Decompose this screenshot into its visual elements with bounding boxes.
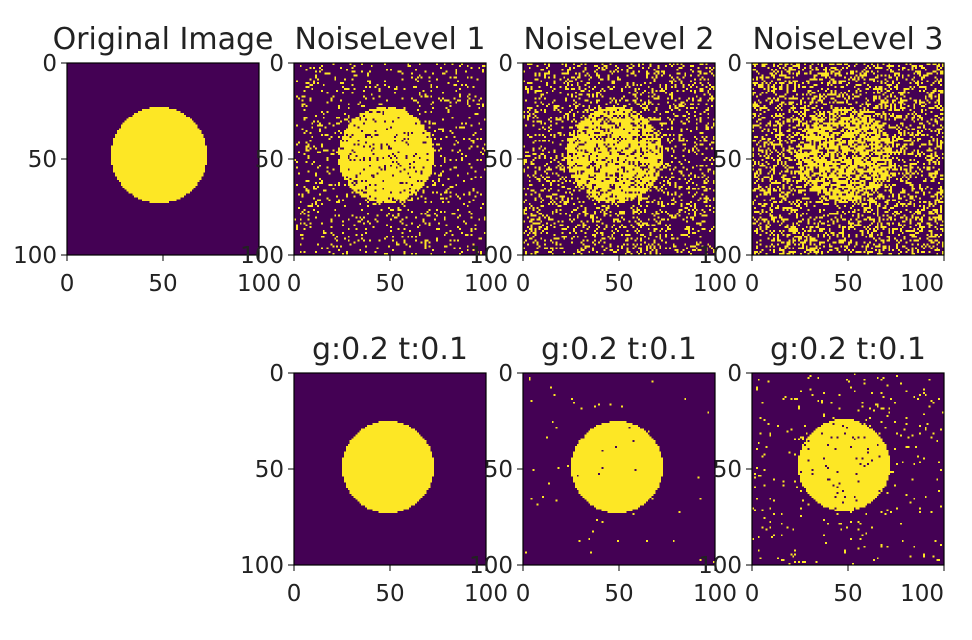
heatmap-image xyxy=(294,63,486,255)
heatmap-image xyxy=(752,63,944,255)
heatmap-image xyxy=(67,63,259,255)
x-tick-label-100: 100 xyxy=(464,271,508,297)
x-tick-label-50: 50 xyxy=(833,271,862,297)
y-tick-label-0: 0 xyxy=(727,51,742,77)
y-tick-label-100: 100 xyxy=(469,553,513,579)
y-tick-label-0: 0 xyxy=(269,361,284,387)
foreground-pixels xyxy=(524,376,715,564)
x-tick-label-50: 50 xyxy=(148,271,177,297)
panel-denoised-1: g:0.2 t:0.1 0 50 100 0 50 100 xyxy=(240,332,508,607)
y-tick-label-100: 100 xyxy=(240,553,284,579)
x-tick-label-100: 100 xyxy=(693,581,737,607)
x-tick-label-0: 0 xyxy=(516,271,531,297)
x-tick-label-100: 100 xyxy=(900,581,944,607)
x-tick-label-50: 50 xyxy=(833,581,862,607)
x-tick-label-0: 0 xyxy=(287,271,302,297)
panel-title: NoiseLevel 1 xyxy=(294,22,485,57)
panel-title: NoiseLevel 3 xyxy=(752,22,943,57)
x-tick-label-0: 0 xyxy=(745,581,760,607)
y-tick-label-50: 50 xyxy=(28,147,57,173)
y-tick-label-50: 50 xyxy=(255,147,284,173)
heatmap-image xyxy=(294,373,486,565)
x-tick-label-50: 50 xyxy=(375,271,404,297)
x-tick-label-100: 100 xyxy=(900,271,944,297)
panel-denoised-3: g:0.2 t:0.1 0 50 100 0 50 100 xyxy=(698,332,945,607)
y-tick-label-0: 0 xyxy=(727,361,742,387)
foreground-pixels xyxy=(752,63,944,255)
panel-noise-level-3: NoiseLevel 3 0 50 100 0 50 100 xyxy=(698,22,945,297)
y-tick-label-100: 100 xyxy=(698,243,742,269)
panel-denoised-2: g:0.2 t:0.1 0 50 100 0 50 100 xyxy=(469,332,737,607)
y-tick-label-0: 0 xyxy=(498,51,513,77)
y-tick-label-0: 0 xyxy=(42,51,57,77)
panel-title: g:0.2 t:0.1 xyxy=(541,332,697,367)
y-tick-label-50: 50 xyxy=(713,457,742,483)
y-tick-label-0: 0 xyxy=(269,51,284,77)
y-tick-label-100: 100 xyxy=(469,243,513,269)
x-tick-label-0: 0 xyxy=(745,271,760,297)
y-tick-label-100: 100 xyxy=(240,243,284,269)
foreground-pixels xyxy=(111,107,208,204)
x-tick-label-50: 50 xyxy=(604,271,633,297)
x-tick-label-100: 100 xyxy=(237,271,281,297)
x-tick-label-100: 100 xyxy=(464,581,508,607)
y-tick-label-100: 100 xyxy=(698,553,742,579)
heatmap-image xyxy=(752,373,944,565)
foreground-pixels xyxy=(523,63,715,255)
heatmap-image xyxy=(523,373,715,565)
x-tick-label-0: 0 xyxy=(516,581,531,607)
heatmap-image xyxy=(523,63,715,255)
foreground-pixels xyxy=(294,63,486,255)
x-tick-label-50: 50 xyxy=(604,581,633,607)
y-tick-label-50: 50 xyxy=(484,457,513,483)
panel-noise-level-2: NoiseLevel 2 0 50 100 0 50 100 xyxy=(469,22,737,297)
foreground-pixels xyxy=(752,373,944,565)
y-tick-label-100: 100 xyxy=(13,243,57,269)
panel-title: NoiseLevel 2 xyxy=(523,22,714,57)
x-tick-label-0: 0 xyxy=(60,271,75,297)
y-tick-label-50: 50 xyxy=(255,457,284,483)
x-tick-label-50: 50 xyxy=(375,581,404,607)
x-tick-label-100: 100 xyxy=(693,271,737,297)
y-tick-label-50: 50 xyxy=(713,147,742,173)
foreground-pixels xyxy=(342,421,435,514)
panel-title: g:0.2 t:0.1 xyxy=(770,332,926,367)
x-tick-label-0: 0 xyxy=(287,581,302,607)
y-tick-label-0: 0 xyxy=(498,361,513,387)
y-tick-label-50: 50 xyxy=(484,147,513,173)
panel-title: g:0.2 t:0.1 xyxy=(312,332,468,367)
panel-title: Original Image xyxy=(53,22,274,57)
panel-noise-level-1: NoiseLevel 1 0 50 100 0 50 100 xyxy=(240,22,508,297)
panel-original-image: Original Image 0 50 100 0 50 100 xyxy=(13,22,281,297)
